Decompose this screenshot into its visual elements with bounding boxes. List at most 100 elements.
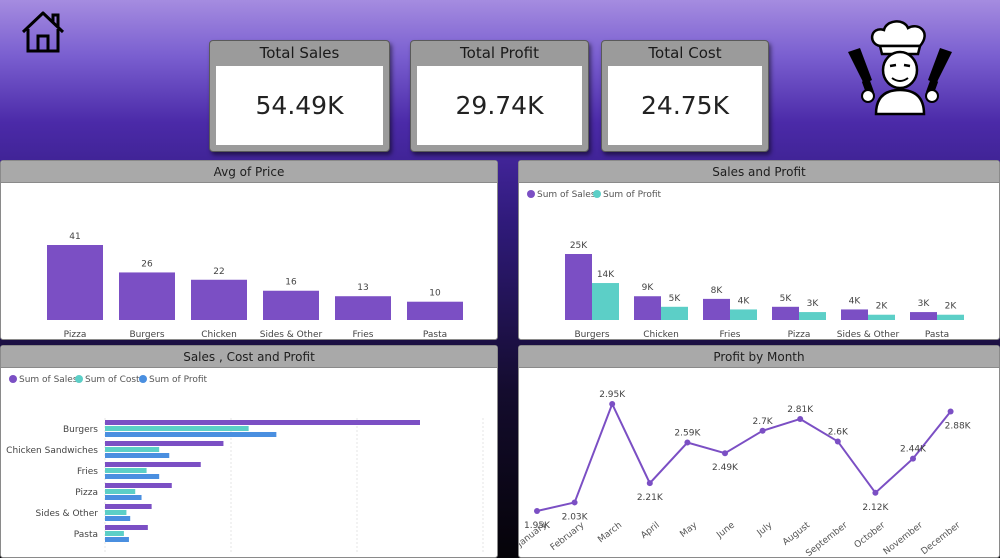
legend-marker <box>9 375 17 383</box>
data-point <box>947 408 954 415</box>
month-label: April <box>639 520 661 541</box>
sales-cost-profit-chart: Sum of Sales Sum of Cost Sum of Profit Burg… <box>6 375 484 554</box>
data-point <box>609 401 616 407</box>
bar <box>105 474 160 479</box>
bar <box>263 290 319 320</box>
kpi-value: 24.75K <box>608 66 762 145</box>
data-label: 13 <box>357 283 368 293</box>
data-label: 4K <box>738 296 751 306</box>
bar <box>47 245 103 320</box>
bar <box>703 298 730 320</box>
data-point <box>872 489 879 496</box>
legend-marker <box>593 190 601 198</box>
profit-by-month-panel: Profit by Month 1.95K January 2.03K Februar… <box>518 345 1000 558</box>
bar <box>105 483 172 488</box>
month-label: December <box>920 520 963 557</box>
legend-label: Sum of Profit <box>603 190 662 200</box>
data-point <box>646 480 653 487</box>
data-label: 41 <box>69 232 80 242</box>
data-label: 2.21K <box>637 493 664 503</box>
data-label: 10 <box>429 289 441 299</box>
month-label: February <box>549 520 587 553</box>
profit-by-month-chart: 1.95KJanuary2.03KFebruary2.95KMarch2.21K… <box>519 390 972 557</box>
panel-title: Sales and Profit <box>519 161 999 183</box>
home-icon[interactable] <box>20 10 66 54</box>
data-label: 22 <box>213 267 224 277</box>
category-label: Sides & Other <box>260 330 323 339</box>
data-point <box>722 450 728 457</box>
category-label: Burgers <box>129 330 164 339</box>
kpi-value: 54.49K <box>216 66 383 145</box>
legend-label: Sum of Cost <box>85 375 140 385</box>
data-label: 16 <box>285 278 297 288</box>
legend-label: Sum of Sales <box>19 375 78 385</box>
bar <box>105 468 147 473</box>
legend-marker <box>139 375 147 383</box>
kpi-value: 29.74K <box>417 66 582 145</box>
bar <box>105 420 420 425</box>
bar <box>407 301 463 320</box>
data-label: 3K <box>918 299 931 309</box>
category-label: Sides & Other <box>36 509 99 519</box>
category-label: Sides & Other <box>837 330 900 339</box>
month-label: July <box>755 520 775 539</box>
month-label: May <box>678 520 699 540</box>
bar <box>105 504 152 509</box>
legend-label: Sum of Sales <box>537 190 596 200</box>
data-label: 25K <box>570 241 588 251</box>
bar <box>119 272 175 320</box>
bar <box>661 306 688 320</box>
bar <box>634 296 661 320</box>
data-label: 2.59K <box>674 429 701 439</box>
data-label: 2K <box>876 302 889 312</box>
data-label: 2.7K <box>752 417 773 427</box>
data-point <box>910 455 916 462</box>
data-label: 4K <box>849 296 862 306</box>
data-label: 3K <box>807 299 820 309</box>
data-label: 9K <box>642 283 655 293</box>
data-point <box>834 438 841 445</box>
bar <box>105 441 224 446</box>
data-point <box>534 508 540 514</box>
data-label: 2.12K <box>862 503 889 513</box>
category-label: Fries <box>353 330 374 339</box>
sales-profit-chart: Sum of Sales Sum of Profit 25K 14K Burgers 9K… <box>527 190 964 339</box>
bar <box>105 537 129 542</box>
category-label: Chicken Sandwiches <box>6 446 98 456</box>
data-label: 2.03K <box>562 512 589 522</box>
category-label: Fries <box>720 330 741 339</box>
data-label: 5K <box>780 294 793 304</box>
bar <box>565 254 592 320</box>
data-label: 2.49K <box>712 463 739 473</box>
bar <box>730 309 757 320</box>
data-label: 2.95K <box>599 390 626 400</box>
category-label: Burgers <box>63 425 98 435</box>
bar <box>105 489 136 494</box>
month-label: June <box>714 520 737 541</box>
data-label: 26 <box>141 259 153 269</box>
data-point <box>797 415 804 422</box>
bar <box>105 495 142 500</box>
line-series <box>536 401 952 512</box>
category-label: Burgers <box>574 330 609 339</box>
bar <box>335 296 391 320</box>
bar <box>592 283 619 320</box>
panel-title: Sales , Cost and Profit <box>1 346 497 368</box>
kpi-label: Total Sales <box>259 44 340 62</box>
panel-title: Profit by Month <box>519 346 999 368</box>
bar <box>105 432 277 437</box>
data-label: 2.88K <box>945 421 972 431</box>
panel-title: Avg of Price <box>1 161 497 183</box>
bar <box>105 525 148 530</box>
data-label: 2.81K <box>787 405 814 415</box>
month-label: October <box>853 520 888 550</box>
category-label: Pizza <box>64 330 87 339</box>
bar <box>105 531 124 536</box>
data-label: 14K <box>597 270 615 280</box>
kpi-label: Total Profit <box>460 44 539 62</box>
sales-cost-profit-panel: Sales , Cost and Profit Sum of Sales Sum … <box>0 345 498 558</box>
data-label: 2.6K <box>828 427 849 437</box>
sales-profit-panel: Sales and Profit Sum of Sales Sum of Prof… <box>518 160 1000 340</box>
